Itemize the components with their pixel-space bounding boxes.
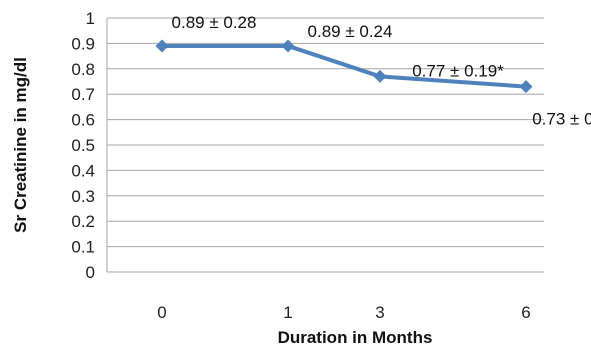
gridlines (106, 17, 544, 273)
data-label: 0.73 ± 0.20* (532, 110, 591, 129)
y-tick-label: 0.3 (71, 187, 95, 206)
y-tick-label: 1 (86, 9, 95, 28)
x-tick-label: 1 (283, 303, 292, 322)
x-tick-label: 0 (157, 303, 166, 322)
y-tick-label: 0.9 (71, 34, 95, 53)
data-labels: 0.89 ± 0.28 0.89 ± 0.24 0.77 ± 0.19* 0.73 ±… (172, 13, 591, 129)
x-axis-ticks: 0 1 3 6 (157, 303, 530, 322)
series-line-path (160, 43, 528, 89)
y-tick-label: 0.5 (71, 136, 95, 155)
y-tick-label: 0 (86, 263, 95, 282)
y-tick-label: 0.7 (71, 85, 95, 104)
y-tick-label: 0.2 (71, 212, 95, 231)
data-point-marker (281, 39, 295, 53)
y-tick-label: 0.8 (71, 60, 95, 79)
data-label: 0.77 ± 0.19* (412, 61, 504, 80)
x-tick-label: 6 (521, 303, 530, 322)
data-point-marker (155, 39, 169, 53)
y-tick-label: 0.4 (71, 161, 95, 180)
data-point-marker (519, 80, 533, 94)
y-tick-label: 0.6 (71, 111, 95, 130)
y-tick-label: 0.1 (71, 238, 95, 257)
data-point-marker (373, 69, 387, 83)
x-tick-label: 3 (375, 303, 384, 322)
y-axis-ticks: 0 0.1 0.2 0.3 0.4 0.5 0.6 0.7 0.8 0.9 1 (71, 9, 95, 282)
series-line (155, 39, 533, 94)
data-label: 0.89 ± 0.28 (172, 13, 257, 32)
y-axis-title: Sr Creatinine in mg/dl (11, 57, 30, 233)
x-axis-title: Duration in Months (278, 328, 433, 347)
data-label: 0.89 ± 0.24 (308, 22, 393, 41)
